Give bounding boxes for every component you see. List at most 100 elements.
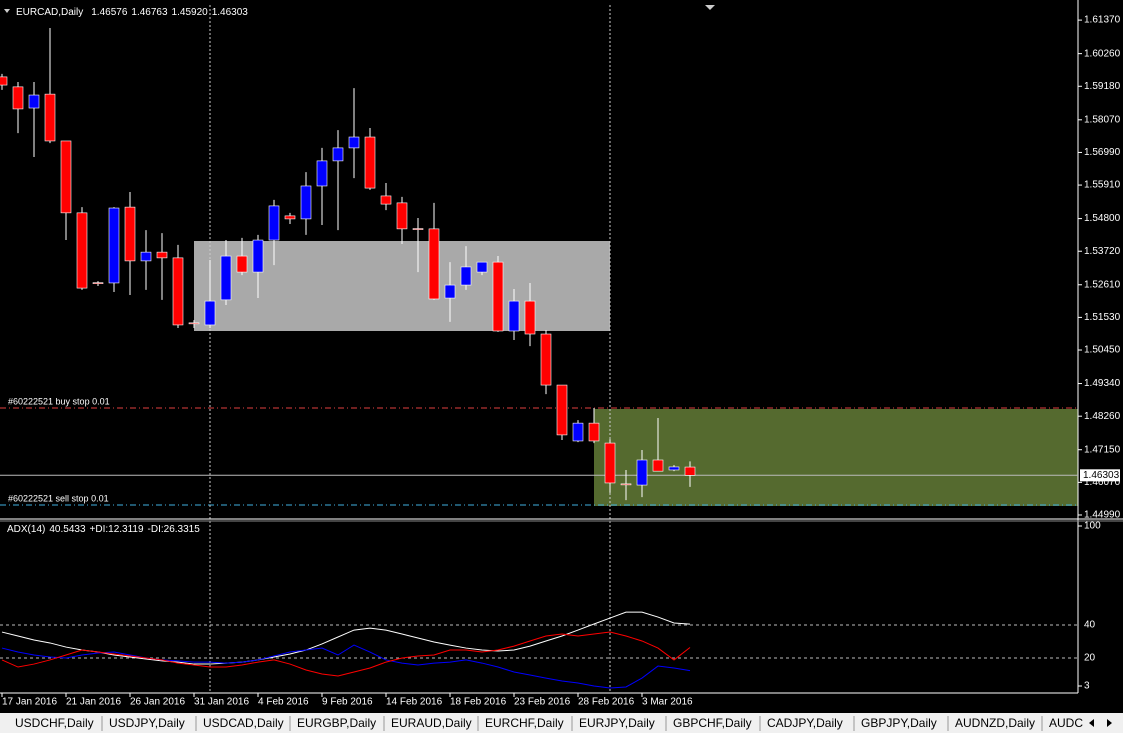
candle-body: [396, 202, 408, 230]
candle-body: [428, 228, 440, 300]
tab-label[interactable]: EURCHF,Daily: [485, 716, 564, 730]
candle-body: [172, 257, 184, 326]
tab-label[interactable]: USDJPY,Daily: [109, 716, 185, 730]
scroll-right[interactable]: [1107, 719, 1112, 727]
candle-body: [204, 300, 216, 326]
candle-body: [332, 147, 344, 162]
y-tick-label: 1.55910: [1084, 180, 1121, 191]
candle-body: [524, 300, 536, 335]
y-tick-label: 1.53720: [1084, 246, 1121, 257]
tab-bar: [0, 713, 1123, 733]
candle-body: [636, 459, 648, 486]
candle-body: [12, 86, 24, 110]
x-tick-label: 18 Feb 2016: [450, 697, 507, 708]
y-tick-label: 1.54800: [1084, 213, 1121, 224]
y-tick-label: 1.47150: [1084, 444, 1121, 455]
indicator-header: ADX(14) 40.5433 +DI:12.3119 -DI:26.3315: [7, 524, 200, 535]
y-tick-label: 1.56990: [1084, 147, 1121, 158]
candle-body: [124, 206, 136, 262]
quote-value: 1.45920: [172, 7, 209, 18]
candle-body: [284, 215, 296, 220]
candle-body: [556, 384, 568, 436]
x-tick-label: 21 Jan 2016: [66, 697, 121, 708]
y-tick-label: 1.48260: [1084, 411, 1121, 422]
chart-title: EURCAD,Daily: [16, 7, 83, 18]
tab-label[interactable]: GBPCHF,Daily: [673, 716, 752, 730]
candle-body: [684, 466, 696, 476]
candle-body: [140, 251, 152, 262]
candle-body: [0, 76, 8, 86]
x-tick-label: 31 Jan 2016: [194, 697, 249, 708]
tab-scroll-area: [1083, 714, 1123, 733]
candle-body: [220, 255, 232, 301]
candle-body: [268, 205, 280, 241]
scroll-left[interactable]: [1089, 719, 1094, 727]
candle-body: [188, 322, 200, 325]
menu-icon: [4, 9, 10, 13]
candle-body: [476, 261, 488, 273]
x-tick-label: 17 Jan 2016: [2, 697, 57, 708]
order-label: #60222521 buy stop 0.01: [8, 396, 110, 406]
y-tick-label: 20: [1084, 653, 1096, 664]
candle-body: [460, 266, 472, 286]
candle-body: [492, 261, 504, 332]
y-tick-label: 3: [1084, 681, 1090, 692]
candle-body: [364, 136, 376, 189]
candle-body: [252, 239, 264, 273]
candle-body: [92, 282, 104, 284]
candle-body: [76, 212, 88, 289]
quote-value: 1.46763: [131, 7, 168, 18]
indicator-line: [1, 631, 691, 677]
candle-body: [604, 442, 616, 484]
tab-label[interactable]: USDCHF,Daily: [15, 716, 94, 730]
candle-body: [28, 94, 40, 109]
tab-label[interactable]: AUDC: [1049, 716, 1083, 730]
candle-body: [668, 466, 680, 471]
x-tick-label: 4 Feb 2016: [258, 697, 309, 708]
series-name: +DI:: [90, 524, 109, 535]
chart-header: EURCAD,Daily 1.46576 1.46763 1.45920 1.46303: [16, 7, 248, 18]
x-tick-label: 23 Feb 2016: [514, 697, 571, 708]
y-tick-label: 1.60260: [1084, 48, 1121, 59]
series-value: 26.3315: [164, 524, 201, 535]
tab-label[interactable]: GBPJPY,Daily: [861, 716, 937, 730]
tab-label[interactable]: CADJPY,Daily: [767, 716, 843, 730]
candle-body: [540, 333, 552, 386]
series-value: 40.5433: [49, 524, 86, 535]
candle-body: [508, 300, 520, 332]
price-tag-label: 1.46303: [1083, 470, 1120, 481]
y-tick-label: 1.52610: [1084, 279, 1121, 290]
candle-body: [156, 251, 168, 259]
x-tick-label: 14 Feb 2016: [386, 697, 443, 708]
x-tick-label: 9 Feb 2016: [322, 697, 373, 708]
candle-body: [108, 207, 120, 284]
series-value: 12.3119: [108, 524, 144, 535]
candle-body: [652, 459, 664, 472]
candle-body: [620, 483, 632, 486]
y-tick-label: 1.49340: [1084, 378, 1121, 389]
y-tick-label: 1.50450: [1084, 345, 1121, 356]
x-tick-label: 28 Feb 2016: [578, 697, 635, 708]
candle-body: [316, 160, 328, 187]
tab-label[interactable]: AUDNZD,Daily: [955, 716, 1035, 730]
shift-marker: [705, 5, 715, 10]
candle-body: [236, 255, 248, 273]
indicator-line: [1, 611, 691, 665]
tab-label[interactable]: USDCAD,Daily: [203, 716, 284, 730]
indicator-line: [1, 644, 691, 689]
candle-body: [44, 93, 56, 142]
candle-body: [412, 228, 424, 230]
candle-body: [300, 185, 312, 220]
tab-label[interactable]: EURGBP,Daily: [297, 716, 376, 730]
price-tag: [1080, 469, 1120, 482]
quote-value: 1.46576: [91, 7, 128, 18]
candle-body: [380, 195, 392, 205]
series-name: ADX(14): [7, 524, 45, 535]
candle-body: [348, 136, 360, 149]
candle-body: [60, 140, 72, 214]
tab-label[interactable]: EURJPY,Daily: [579, 716, 655, 730]
y-tick-label: 1.61370: [1084, 15, 1121, 26]
tab-label[interactable]: EURAUD,Daily: [391, 716, 472, 730]
